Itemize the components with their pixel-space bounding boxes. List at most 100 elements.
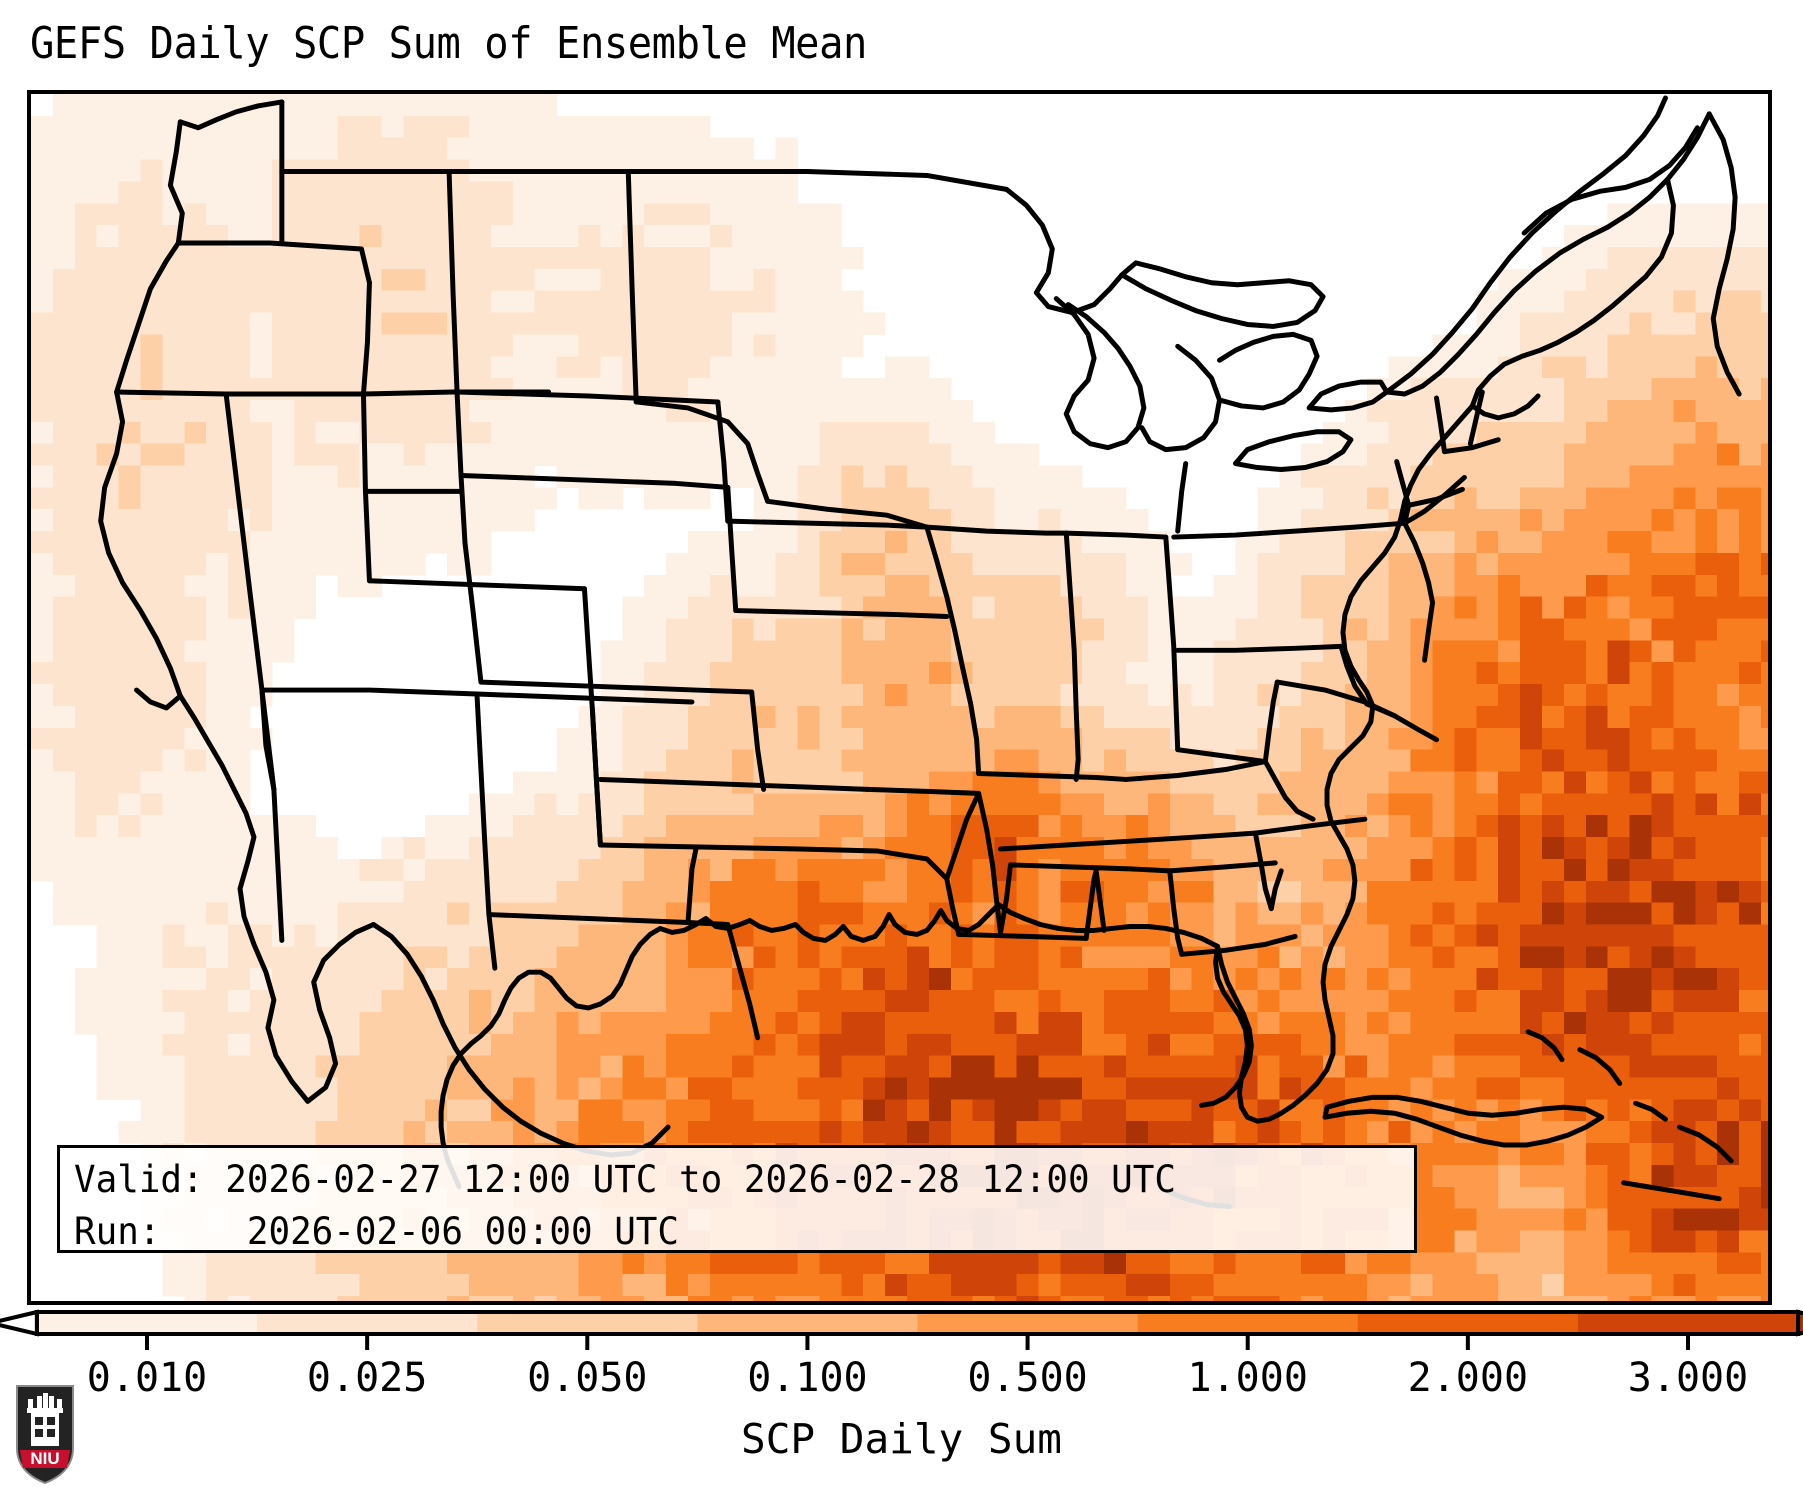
field-cell — [490, 225, 514, 248]
state-nm-ok-tx — [597, 842, 802, 852]
field-cell — [578, 1121, 601, 1144]
field-cell — [271, 1011, 295, 1035]
field-cell — [1563, 990, 1587, 1013]
field-cell — [1125, 793, 1149, 816]
field-cell — [644, 727, 667, 751]
field-cell — [1651, 465, 1674, 488]
field-cell — [206, 574, 229, 598]
field-cell — [184, 268, 207, 292]
field-cell — [1432, 771, 1455, 794]
field-cell — [775, 596, 798, 620]
field-cell — [162, 509, 185, 532]
field-cell — [184, 487, 207, 510]
state-ga-nc-sc — [1167, 860, 1278, 874]
field-cell — [1125, 1121, 1149, 1144]
field-cell — [863, 1099, 886, 1122]
field-cell — [972, 705, 996, 729]
field-cell — [885, 640, 908, 663]
field-cell — [666, 793, 689, 816]
field-cell — [1585, 312, 1609, 335]
field-cell — [337, 225, 360, 248]
field-cell — [1585, 705, 1609, 729]
field-cell — [1607, 684, 1631, 707]
field-cell — [162, 1033, 185, 1057]
field-cell — [1563, 531, 1587, 554]
field-cell — [928, 924, 952, 947]
field-cell — [1498, 1252, 1521, 1275]
field-cell — [841, 968, 864, 991]
field-cell — [74, 793, 98, 816]
field-cell — [74, 137, 98, 161]
field-cell — [1301, 1252, 1324, 1275]
field-cell — [249, 902, 273, 925]
field-cell — [206, 509, 229, 532]
field-cell — [950, 1296, 974, 1301]
field-cell — [1432, 837, 1455, 860]
field-cell — [1147, 640, 1171, 663]
field-cell — [666, 1033, 689, 1057]
field-cell — [1585, 268, 1609, 292]
field-cell — [1520, 509, 1543, 532]
field-cell — [315, 880, 339, 904]
field-cell — [1038, 684, 1061, 707]
field-cell — [1585, 1274, 1609, 1297]
field-cell — [512, 946, 536, 969]
field-cell — [403, 552, 426, 576]
field-cell — [1410, 771, 1434, 794]
field-cell — [1585, 727, 1609, 751]
field-cell — [1520, 421, 1543, 445]
field-cell — [819, 574, 842, 598]
field-cell — [1366, 946, 1390, 969]
field-cell — [928, 684, 952, 707]
field-cell — [819, 290, 842, 314]
field-cell — [140, 771, 163, 794]
field-cell — [1366, 1033, 1390, 1057]
field-cell — [1673, 902, 1696, 925]
field-cell — [1125, 1274, 1149, 1297]
field-cell — [249, 552, 273, 576]
field-cell — [118, 793, 141, 816]
field-cell — [709, 815, 733, 838]
field-cell — [1432, 1208, 1455, 1231]
field-cell — [1104, 1077, 1127, 1100]
field-cell — [468, 225, 492, 248]
field-cell — [1498, 1011, 1521, 1035]
field-cell — [1125, 968, 1149, 991]
field-cell — [622, 924, 645, 947]
field-cell — [228, 574, 251, 598]
field-cell — [1761, 771, 1768, 794]
field-cell — [622, 1274, 645, 1297]
field-cell — [1563, 378, 1587, 401]
field-cell — [622, 705, 645, 729]
field-cell — [775, 1274, 798, 1297]
field-cell — [249, 203, 273, 226]
field-cell — [52, 421, 76, 445]
field-cell — [1520, 858, 1543, 882]
field-cell — [600, 290, 623, 314]
field-cell — [1323, 1296, 1346, 1301]
field-cell — [162, 268, 185, 292]
field-cell — [249, 837, 273, 860]
field-cell — [359, 990, 382, 1013]
field-cell — [359, 902, 382, 925]
field-cell — [753, 990, 777, 1013]
field-cell — [74, 356, 98, 379]
field-cell — [1607, 771, 1631, 794]
field-cell — [644, 705, 667, 729]
field-cell — [906, 858, 930, 882]
field-cell — [96, 246, 120, 270]
field-cell — [31, 115, 54, 139]
field-cell — [797, 946, 820, 969]
field-cell — [1147, 574, 1171, 598]
field-cell — [1038, 880, 1061, 904]
field-cell — [512, 356, 536, 379]
field-cell — [1454, 1186, 1477, 1210]
field-cell — [512, 203, 536, 226]
field-cell — [249, 509, 273, 532]
field-cell — [1147, 1099, 1171, 1122]
field-cell — [52, 465, 76, 488]
field-cell — [184, 399, 207, 423]
field-cell — [1520, 946, 1543, 969]
field-cell — [644, 1274, 667, 1297]
state-ny-nj — [1402, 520, 1436, 606]
